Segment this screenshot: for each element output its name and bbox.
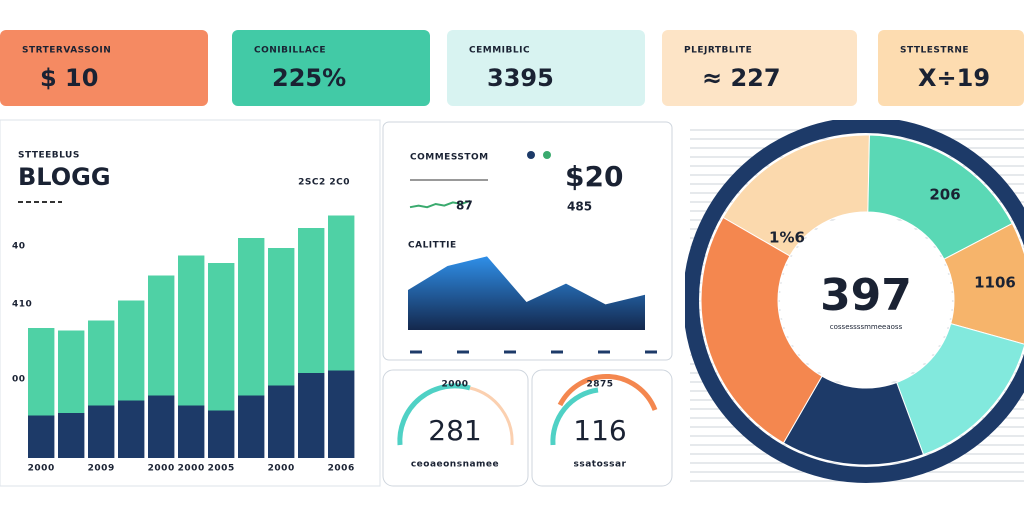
x-tick-label: 2000 — [28, 464, 55, 474]
bar-segment — [58, 330, 85, 413]
panel — [531, 369, 673, 487]
kpi-value: 225% — [272, 64, 346, 92]
bar-segment — [148, 395, 175, 458]
gauge-arc — [469, 386, 514, 446]
donut — [685, 120, 1024, 483]
bar-segment — [238, 238, 265, 396]
segment-label: 206 — [929, 186, 960, 204]
legend-dot — [543, 151, 551, 159]
bar-segment — [148, 275, 175, 396]
bar-segment — [328, 215, 355, 371]
kpi-label: STTLESTRNE — [900, 46, 969, 56]
y-label: 40 — [12, 242, 26, 252]
donut-segment — [943, 222, 1024, 345]
kpi-label: PLEJRTBLITE — [684, 46, 752, 56]
gauge-arc — [550, 387, 599, 446]
chart-note: 2SC2 2C0 — [298, 178, 350, 188]
gauge-caption: ceoaeonsnamee — [411, 460, 499, 470]
kpi-card — [662, 30, 857, 106]
kpi-card — [878, 30, 1024, 106]
center-caption: cossessssmmeeaoss — [830, 323, 903, 331]
kpi-value: 3395 — [487, 64, 554, 92]
kpi-card — [232, 30, 430, 106]
sparkline — [409, 199, 471, 209]
kpi-label: STRTERVASSOIN — [22, 46, 111, 56]
y-label: 410 — [12, 300, 32, 310]
kpi-value: X÷19 — [918, 64, 990, 92]
kpi-label: CEMMIBLIC — [469, 46, 530, 56]
x-tick-label: 2000 — [148, 464, 175, 474]
kpi-value: $ 10 — [40, 64, 98, 92]
bar-segment — [118, 400, 145, 458]
bar-segment — [28, 415, 55, 458]
headline: $20 — [565, 160, 623, 193]
x-tick-label: 2009 — [88, 464, 115, 474]
kpi-label: CONIBILLACE — [254, 46, 326, 56]
gauge-arc — [397, 383, 471, 446]
segment-label: 1106 — [974, 274, 1016, 292]
chart-subtitle: STTEEBLUS — [18, 151, 80, 161]
bar-segment — [28, 328, 55, 416]
gauge-label: 2875 — [586, 380, 613, 390]
chart-title: BLOGG — [18, 163, 111, 191]
area — [408, 256, 645, 330]
bar-segment — [88, 320, 115, 406]
bar-segment — [298, 228, 325, 373]
y-label: 00 — [12, 375, 26, 385]
gauge-value: 116 — [573, 414, 626, 447]
x-tick-label: 2000 — [268, 464, 295, 474]
chart-title: COMMESSTOM — [410, 153, 489, 163]
gauge-arc — [557, 374, 658, 411]
donut-center — [780, 214, 952, 386]
gauge-label: 2000 — [441, 380, 468, 390]
x-tick-label: 2000 — [178, 464, 205, 474]
bar-segment — [298, 373, 325, 458]
x-tick-label: 2005 — [208, 464, 235, 474]
bar-segment — [238, 395, 265, 458]
kpi-value: ≈ 227 — [702, 64, 781, 92]
gauge-caption: ssatossar — [574, 460, 627, 470]
bar-segment — [208, 410, 235, 458]
headline-sub: 485 — [567, 200, 592, 214]
donut-ring — [685, 120, 1024, 483]
kpi-card — [0, 30, 208, 106]
bar-segment — [268, 385, 295, 458]
segment-label: 1%6 — [769, 229, 805, 247]
gauge-value: 281 — [428, 414, 481, 447]
bar-segment — [208, 263, 235, 411]
donut-segment — [700, 216, 823, 444]
bar-segment — [178, 405, 205, 458]
chart-title: CALITTIE — [408, 241, 457, 251]
legend-dot — [527, 151, 535, 159]
x-tick-label: 2006 — [328, 464, 355, 474]
bar-segment — [118, 300, 145, 401]
bar-segment — [268, 248, 295, 386]
kpi-card — [447, 30, 645, 106]
center-value: 397 — [820, 270, 912, 321]
bar-segment — [88, 405, 115, 458]
bar-segment — [178, 255, 205, 406]
bar-segment — [58, 413, 85, 458]
spark-value: 87 — [456, 199, 473, 213]
bar-segment — [328, 370, 355, 458]
